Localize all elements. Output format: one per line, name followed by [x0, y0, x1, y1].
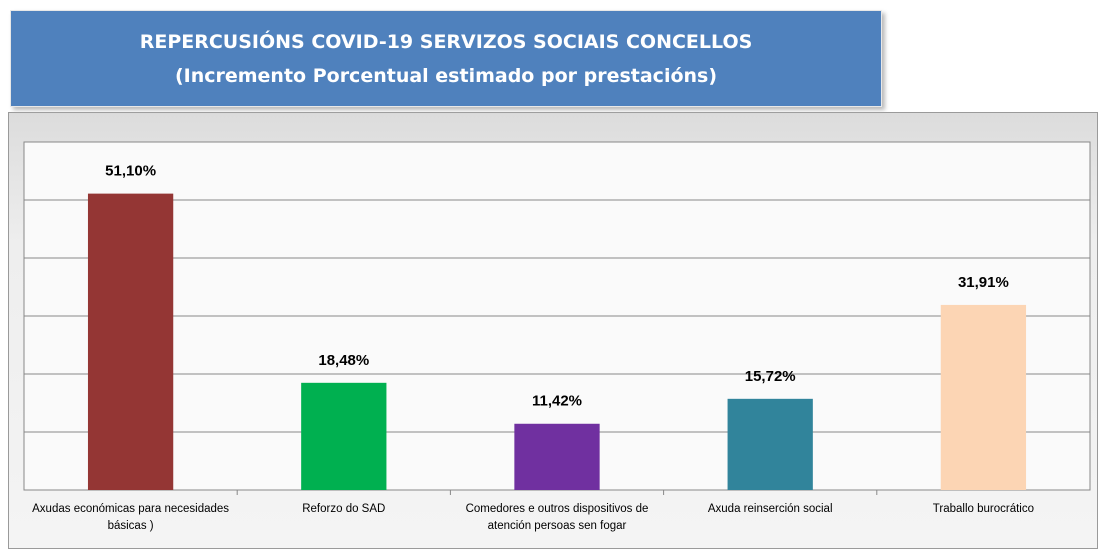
bar — [727, 398, 813, 490]
value-label: 15,72% — [745, 368, 796, 385]
bar — [87, 193, 174, 490]
x-tick-label: Axuda reinserción social — [707, 503, 833, 515]
title-box: REPERCUSIÓNS COVID-19 SERVIZOS SOCIAIS C… — [10, 10, 882, 107]
x-tick-label: Traballo burocrático — [932, 503, 1034, 515]
chart-subtitle: (Incremento Porcentual estimado por pres… — [174, 65, 718, 87]
value-label: 31,91% — [958, 274, 1009, 291]
bar — [940, 304, 1027, 490]
bar — [514, 423, 600, 490]
chart-title: REPERCUSIÓNS COVID-19 SERVIZOS SOCIAIS C… — [139, 31, 753, 53]
x-tick-label: Comedores e outros dispositivos de atenc… — [465, 503, 649, 532]
x-tick-label: Reforzo do SAD — [302, 503, 386, 515]
value-label: 18,48% — [318, 352, 369, 369]
bar — [301, 382, 387, 490]
value-label: 11,42% — [532, 393, 582, 410]
x-tick-label: Axudas económicas para necesidades básic… — [32, 503, 230, 532]
value-label: 51,10% — [105, 163, 156, 180]
